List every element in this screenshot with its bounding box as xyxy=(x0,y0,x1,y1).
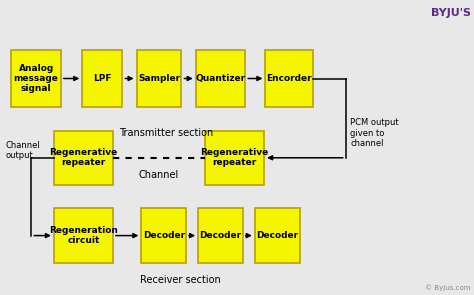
Text: Analog
message
signal: Analog message signal xyxy=(14,64,59,94)
FancyBboxPatch shape xyxy=(54,131,113,185)
Text: PCM output
given to
channel: PCM output given to channel xyxy=(350,118,399,148)
Text: Regenerative
repeater: Regenerative repeater xyxy=(201,148,269,168)
Text: © Byjus.com: © Byjus.com xyxy=(426,285,471,291)
Text: Decoder: Decoder xyxy=(200,231,242,240)
Text: Transmitter section: Transmitter section xyxy=(119,128,213,138)
Text: BYJU'S: BYJU'S xyxy=(431,8,471,18)
Text: Decoder: Decoder xyxy=(143,231,185,240)
FancyBboxPatch shape xyxy=(11,50,61,107)
FancyBboxPatch shape xyxy=(82,50,122,107)
Text: Sampler: Sampler xyxy=(138,74,180,83)
Text: Channel
output: Channel output xyxy=(5,141,40,160)
Text: Decoder: Decoder xyxy=(256,231,298,240)
FancyBboxPatch shape xyxy=(255,209,300,263)
Text: Channel: Channel xyxy=(139,170,179,180)
Text: Receiver section: Receiver section xyxy=(140,275,221,285)
Text: Encorder: Encorder xyxy=(266,74,312,83)
Text: Regenerative
repeater: Regenerative repeater xyxy=(49,148,118,168)
Text: Regeneration
circuit: Regeneration circuit xyxy=(49,226,118,245)
FancyBboxPatch shape xyxy=(137,50,182,107)
Text: LPF: LPF xyxy=(93,74,111,83)
FancyBboxPatch shape xyxy=(265,50,313,107)
FancyBboxPatch shape xyxy=(196,50,245,107)
FancyBboxPatch shape xyxy=(205,131,264,185)
FancyBboxPatch shape xyxy=(198,209,243,263)
FancyBboxPatch shape xyxy=(141,209,186,263)
FancyBboxPatch shape xyxy=(54,209,113,263)
Text: Quantizer: Quantizer xyxy=(195,74,246,83)
